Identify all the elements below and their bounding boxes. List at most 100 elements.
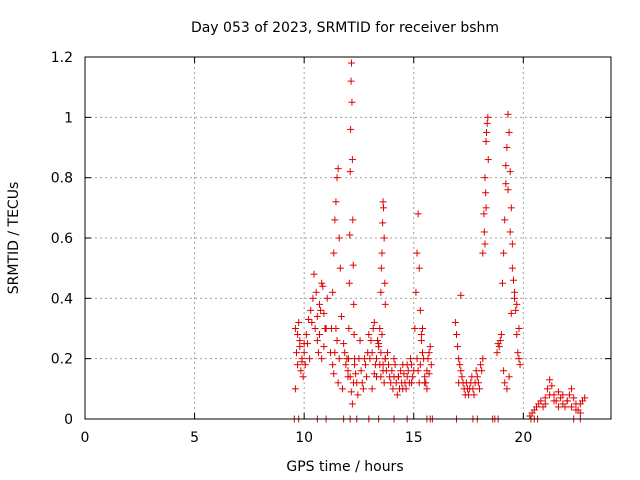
x-axis-label: GPS time / hours bbox=[286, 459, 403, 475]
data-point bbox=[294, 361, 302, 369]
data-point bbox=[568, 403, 576, 411]
data-point bbox=[416, 361, 424, 369]
data-point bbox=[339, 385, 347, 393]
data-point bbox=[359, 385, 367, 393]
x-tick-label: 0 bbox=[81, 430, 90, 446]
data-point bbox=[341, 349, 349, 357]
data-point bbox=[483, 119, 491, 127]
data-point bbox=[515, 355, 523, 363]
data-point bbox=[307, 306, 315, 314]
data-point bbox=[503, 144, 511, 151]
data-point bbox=[348, 98, 356, 106]
data-point bbox=[424, 355, 432, 363]
data-point bbox=[306, 355, 314, 363]
data-point bbox=[316, 300, 324, 308]
data-point bbox=[413, 249, 421, 257]
data-point bbox=[368, 349, 376, 357]
data-point bbox=[332, 325, 340, 332]
data-point bbox=[346, 168, 354, 176]
data-point bbox=[320, 343, 328, 351]
data-point bbox=[457, 291, 465, 299]
data-point bbox=[349, 216, 357, 224]
data-point bbox=[409, 373, 417, 381]
data-point bbox=[379, 219, 387, 227]
data-point bbox=[495, 343, 503, 351]
data-point bbox=[335, 355, 343, 363]
data-point bbox=[568, 385, 576, 393]
data-point bbox=[300, 349, 308, 357]
data-point bbox=[423, 367, 431, 375]
data-point bbox=[514, 349, 522, 357]
data-point bbox=[346, 231, 354, 239]
data-point bbox=[454, 343, 462, 351]
data-point bbox=[496, 337, 504, 345]
data-point bbox=[541, 394, 549, 402]
data-point bbox=[415, 264, 423, 272]
data-point bbox=[483, 128, 491, 136]
data-point bbox=[296, 337, 304, 345]
x-tick-label: 5 bbox=[190, 430, 199, 446]
data-point bbox=[316, 331, 324, 339]
data-point bbox=[335, 234, 343, 242]
data-point bbox=[417, 337, 425, 345]
data-point bbox=[572, 406, 580, 414]
data-point bbox=[351, 361, 359, 369]
data-point bbox=[311, 325, 319, 332]
y-axis-label: SRMTID / TECUs bbox=[6, 182, 22, 295]
data-point bbox=[480, 210, 488, 218]
data-point bbox=[399, 385, 407, 393]
data-point bbox=[427, 361, 435, 369]
data-point bbox=[511, 294, 519, 302]
data-point bbox=[295, 318, 303, 326]
data-point bbox=[329, 288, 337, 296]
data-point bbox=[333, 337, 341, 345]
data-point bbox=[478, 367, 486, 375]
data-point bbox=[394, 373, 402, 381]
data-point bbox=[480, 228, 488, 236]
data-point bbox=[546, 391, 554, 399]
data-points bbox=[290, 59, 589, 423]
data-point bbox=[357, 367, 365, 375]
data-point bbox=[291, 385, 299, 393]
data-point bbox=[425, 349, 433, 357]
data-point bbox=[350, 331, 358, 339]
data-point bbox=[350, 300, 358, 308]
x-tick-label: 20 bbox=[514, 430, 532, 446]
data-point bbox=[546, 376, 554, 384]
data-point bbox=[314, 349, 322, 357]
data-point bbox=[308, 318, 316, 326]
data-point bbox=[370, 370, 378, 378]
data-point bbox=[421, 379, 429, 387]
data-point bbox=[474, 379, 482, 387]
data-point bbox=[380, 204, 388, 212]
data-point bbox=[377, 288, 385, 296]
data-point bbox=[455, 355, 463, 363]
chart-title: Day 053 of 2023, SRMTID for receiver bsh… bbox=[191, 20, 499, 36]
data-point bbox=[362, 361, 370, 369]
data-point bbox=[508, 240, 516, 248]
data-point bbox=[506, 228, 514, 236]
data-point bbox=[368, 385, 376, 393]
data-point bbox=[513, 300, 521, 308]
data-point bbox=[565, 391, 573, 399]
data-point bbox=[333, 174, 341, 182]
data-point bbox=[365, 331, 373, 339]
data-point bbox=[473, 373, 481, 381]
data-point bbox=[550, 397, 558, 405]
data-point bbox=[505, 128, 513, 136]
data-point bbox=[370, 318, 378, 326]
data-point bbox=[403, 361, 411, 369]
data-point bbox=[377, 349, 385, 357]
data-point bbox=[455, 379, 463, 387]
data-point bbox=[397, 367, 405, 375]
data-point bbox=[313, 312, 321, 320]
data-point bbox=[301, 361, 309, 369]
data-point bbox=[506, 168, 514, 176]
data-point bbox=[419, 325, 427, 332]
data-point bbox=[302, 331, 310, 339]
data-point bbox=[504, 186, 512, 194]
data-point bbox=[416, 306, 424, 314]
data-point bbox=[505, 373, 513, 381]
data-point bbox=[376, 325, 384, 332]
data-point bbox=[385, 361, 393, 369]
